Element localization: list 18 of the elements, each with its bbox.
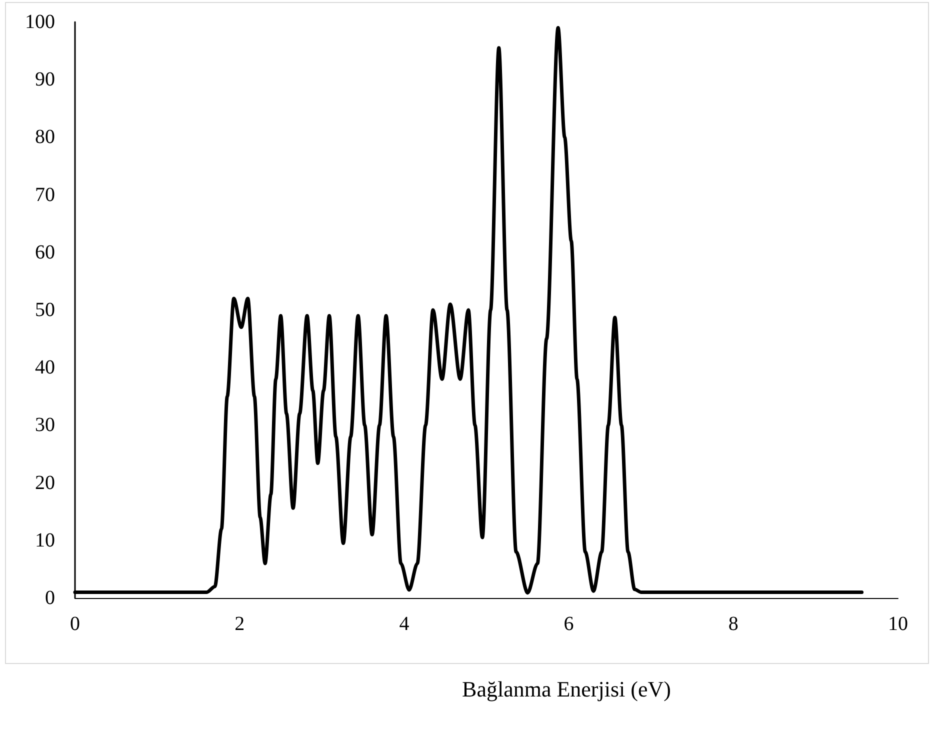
y-tick-label: 0 xyxy=(45,587,55,609)
x-tick-label: 6 xyxy=(564,613,574,635)
y-tick-label: 60 xyxy=(35,241,55,264)
y-tick-label: 10 xyxy=(35,529,55,552)
x-tick-label: 8 xyxy=(728,613,738,635)
x-tick-label: 4 xyxy=(399,613,410,635)
x-tick-label: 2 xyxy=(234,613,245,635)
y-tick-label: 30 xyxy=(35,414,55,436)
y-tick-label: 40 xyxy=(35,356,55,379)
x-tick-label: 0 xyxy=(70,613,80,635)
x-tick-label: 10 xyxy=(888,613,908,635)
y-tick-label: 90 xyxy=(35,68,55,91)
y-tick-label: 80 xyxy=(35,126,55,148)
y-tick-label: 20 xyxy=(35,472,55,494)
y-tick-label: 50 xyxy=(35,299,55,321)
y-tick-label: 100 xyxy=(25,11,55,33)
y-tick-label: 70 xyxy=(35,184,55,206)
x-axis-title: Bağlanma Enerjisi (eV) xyxy=(462,676,671,702)
